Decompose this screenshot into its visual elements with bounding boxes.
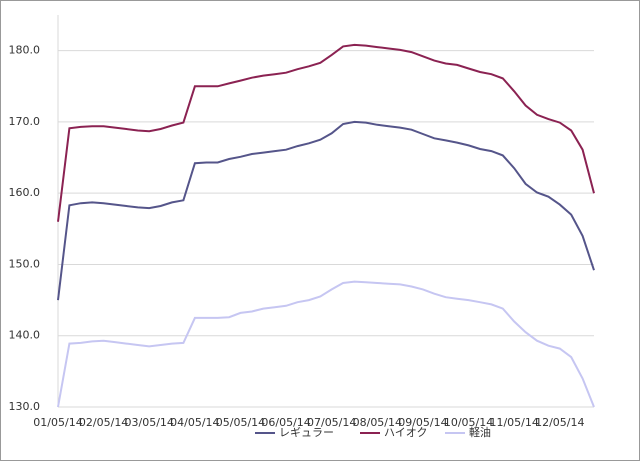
x-tick-label: 09/05/14 xyxy=(398,416,447,429)
x-tick-label: 03/05/14 xyxy=(125,416,174,429)
y-tick-label: 160.0 xyxy=(9,186,41,199)
y-tick-label: 150.0 xyxy=(9,257,41,270)
x-tick-label: 10/05/14 xyxy=(444,416,493,429)
legend-label: レギュラー xyxy=(279,426,334,439)
x-tick-label: 12/05/14 xyxy=(535,416,584,429)
y-tick-label: 140.0 xyxy=(9,329,41,342)
legend-label: 軽油 xyxy=(469,425,491,439)
series-line xyxy=(57,43,595,222)
y-tick-label: 180.0 xyxy=(9,44,41,57)
x-tick-label: 06/05/14 xyxy=(261,416,310,429)
legend-label: ハイオク xyxy=(384,426,428,439)
x-tick-label: 01/05/14 xyxy=(33,416,82,429)
series-line xyxy=(57,120,595,301)
x-tick-label: 04/05/14 xyxy=(170,416,219,429)
y-tick-label: 170.0 xyxy=(9,115,41,128)
series-line xyxy=(57,280,595,408)
x-tick-label: 08/05/14 xyxy=(353,416,402,429)
x-tick-label: 11/05/14 xyxy=(489,416,538,429)
y-tick-label: 130.0 xyxy=(9,400,41,413)
x-tick-label: 07/05/14 xyxy=(307,416,356,429)
x-tick-label: 02/05/14 xyxy=(79,416,128,429)
x-tick-label: 05/05/14 xyxy=(216,416,265,429)
